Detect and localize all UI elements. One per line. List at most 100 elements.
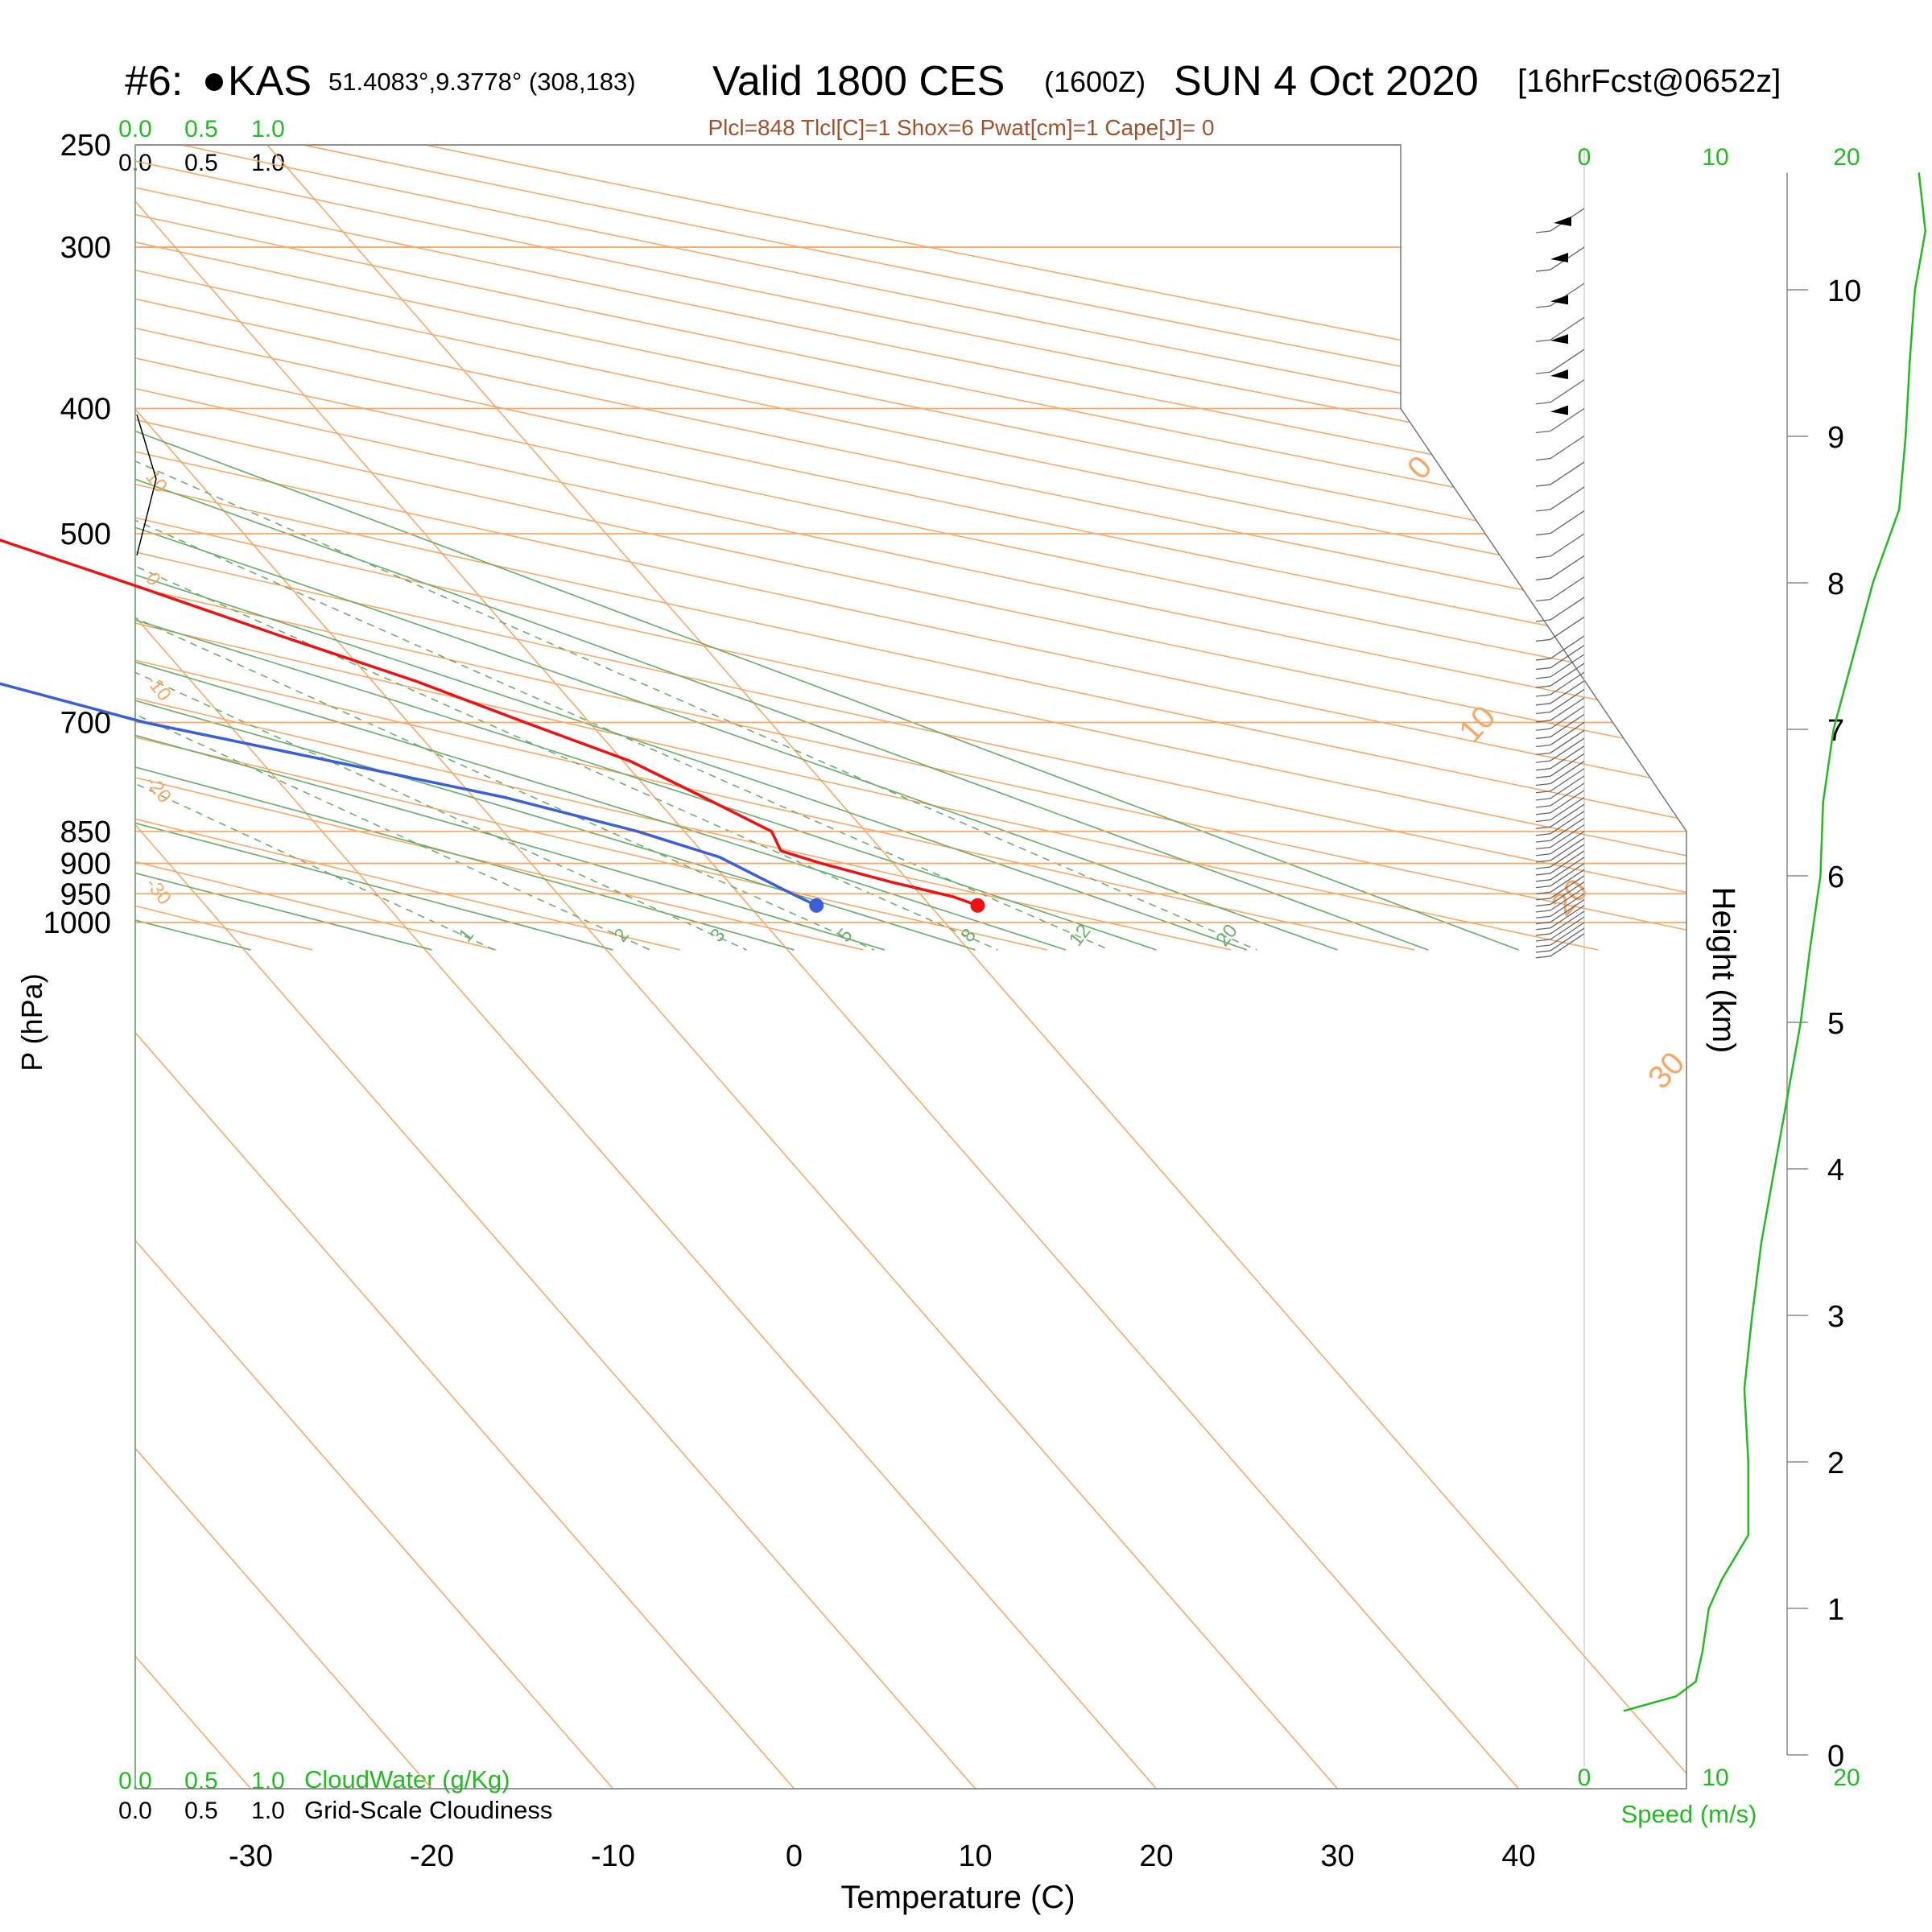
wind-barb-flag: [1535, 619, 1551, 622]
wind-barb-flag: [1535, 927, 1551, 931]
mixing-ratio-label: 8: [956, 924, 980, 946]
wind-barb-flag: [1535, 457, 1551, 461]
pressure-tick-label: 400: [60, 393, 111, 427]
wind-speed-profile-line: [1623, 172, 1927, 1712]
station-dot-icon: [205, 73, 223, 91]
wind-barb: [1550, 461, 1585, 485]
isotherm-lines: [135, 145, 1686, 1789]
cloud-scale-tick: 0.5: [184, 1798, 218, 1824]
wind-barb: [1550, 486, 1585, 510]
cloudiness-label: Grid-Scale Cloudiness: [304, 1796, 552, 1824]
dry-adiabat-line: [135, 145, 1686, 951]
wind-barb: [1550, 790, 1585, 814]
wind-barb-flag: [1535, 860, 1551, 863]
wind-barb-flag: [1535, 269, 1551, 272]
dry-adiabat-label: 30: [1641, 1046, 1691, 1096]
dry-adiabat-line: [135, 145, 1048, 951]
wind-barb: [1550, 705, 1585, 729]
pressure-tick-label: 1000: [43, 906, 111, 940]
wind-barb: [1550, 796, 1585, 821]
chart-header: #6: KAS 51.4083°,9.3778° (308,183) Valid…: [125, 58, 1781, 140]
wind-barb-flag: [1535, 891, 1551, 894]
wind-barb-flag: [1535, 484, 1551, 487]
wind-barb-flag: [1535, 667, 1551, 671]
wind-barb-flag: [1535, 230, 1551, 233]
dry-adiabat-line: [135, 145, 1686, 951]
wind-barb: [1550, 721, 1585, 746]
wind-barb-flag: [1535, 879, 1551, 882]
mixing-ratio-line: [135, 407, 747, 951]
surface-temperature-point: [970, 898, 985, 913]
wind-barb-flag: [1535, 812, 1551, 815]
wind-barb: [1550, 817, 1585, 841]
wind-barb: [1550, 916, 1585, 940]
wind-barb: [1550, 881, 1585, 905]
speed-tick-label: 0: [1578, 144, 1591, 171]
forecast-date: SUN 4 Oct 2020: [1174, 58, 1479, 105]
temperature-tick-label: -10: [591, 1839, 635, 1873]
wind-barb: [1550, 760, 1585, 785]
wind-barb: [1550, 316, 1585, 341]
wind-barb: [1550, 844, 1585, 868]
height-tick-label: 10: [1827, 275, 1861, 308]
mixing-ratio-line: [135, 407, 650, 951]
wind-barb: [1550, 905, 1585, 929]
wind-barb: [1550, 635, 1585, 659]
mixing-ratio-line: [135, 407, 1110, 951]
pressure-tick-label: 250: [60, 129, 111, 163]
isotherm-label: -30: [141, 873, 175, 909]
isotherm-line: [135, 145, 614, 1789]
dry-adiabat-line: [135, 145, 1686, 951]
height-tick-label: 4: [1827, 1154, 1844, 1187]
wind-barb-flag: [1535, 782, 1551, 786]
speed-tick-label: 10: [1702, 1765, 1728, 1791]
dry-adiabat-line: [135, 145, 1415, 951]
wind-barb: [1550, 782, 1585, 807]
cloud-scale-tick: 1.0: [251, 116, 285, 142]
wind-barb-flag: [1535, 775, 1551, 778]
wind-barb: [1550, 713, 1585, 737]
wind-barb-flag: [1535, 903, 1551, 907]
dry-adiabat-line: [135, 145, 1686, 951]
height-tick-label: 8: [1827, 568, 1844, 601]
wind-barb-flag: [1535, 703, 1551, 706]
sounding-indices: Plcl=848 Tlcl[C]=1 Shox=6 Pwat[cm]=1 Cap…: [708, 115, 1214, 140]
wind-barb: [1550, 857, 1585, 881]
temperature-tick-label: 20: [1139, 1839, 1173, 1873]
station-coords: 51.4083°,9.3778° (308,183): [328, 68, 636, 96]
wind-barb-flag: [1535, 430, 1551, 434]
wind-barb-flag: [1535, 532, 1551, 536]
pressure-tick-label: 850: [60, 815, 111, 849]
wind-barb: [1550, 927, 1585, 952]
height-axis-label: Height (km): [1706, 887, 1741, 1054]
dry-adiabat-line: [135, 145, 1686, 951]
pressure-tick-label: 900: [60, 848, 111, 881]
wind-barb-flag: [1535, 798, 1551, 801]
cloud-scale-tick: 0.5: [184, 150, 218, 176]
wind-barb: [1550, 680, 1585, 704]
surface-dewpoint-point: [809, 898, 824, 913]
wind-barb-flag: [1535, 371, 1551, 374]
wind-barb-flag: [1535, 736, 1551, 740]
isotherm-label: 0: [141, 568, 165, 590]
temperature-tick-label: -20: [410, 1839, 454, 1873]
wind-barb-flag: [1535, 866, 1551, 869]
wind-barb: [1550, 824, 1585, 848]
wind-flag-icon: [1554, 217, 1571, 227]
wind-barb: [1550, 850, 1585, 874]
wind-barb: [1550, 576, 1585, 601]
height-tick-label: 0: [1827, 1740, 1844, 1773]
dry-adiabat-label: 10: [1452, 700, 1502, 750]
wind-barb: [1550, 729, 1585, 753]
wind-barb-flag: [1535, 685, 1551, 688]
wind-barb: [1550, 910, 1585, 935]
wind-barb-flag: [1535, 555, 1551, 559]
moist-adiabat-line: [135, 145, 1519, 951]
profiles: [0, 539, 985, 913]
wind-barb: [1550, 933, 1585, 957]
wind-barb: [1550, 379, 1585, 403]
wind-barb: [1550, 616, 1585, 640]
wind-barb: [1550, 510, 1585, 535]
height-tick-label: 5: [1827, 1007, 1844, 1041]
wind-barb: [1550, 407, 1585, 432]
